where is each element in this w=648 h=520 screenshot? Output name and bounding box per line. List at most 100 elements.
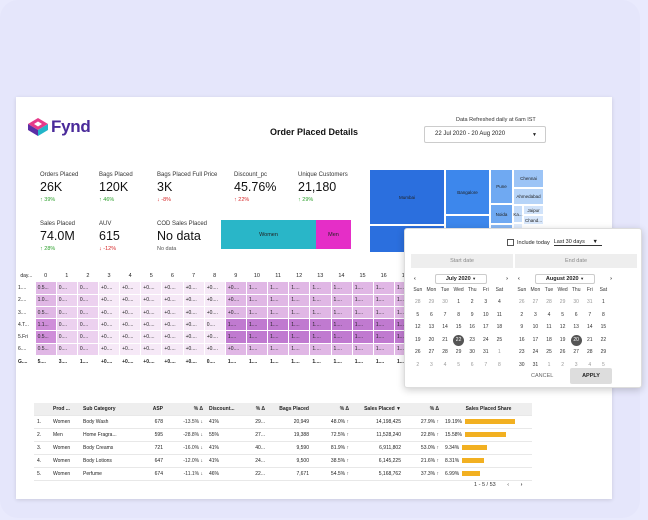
heatmap-column-header[interactable]: 8: [204, 270, 226, 283]
chevron-right-icon[interactable]: ›: [520, 482, 523, 488]
calendar-day[interactable]: 9: [515, 323, 529, 332]
column-header[interactable]: % Δ: [193, 406, 203, 412]
heatmap-column-header[interactable]: 2: [77, 270, 99, 283]
include-today-checkbox[interactable]: [507, 239, 514, 246]
table-row[interactable]: 1. Women Body Wash 678 -13.5% ↓ 41% 29... 20,94…: [34, 416, 532, 429]
column-header[interactable]: Sales Placed ▼: [364, 406, 401, 412]
apply-button[interactable]: APPLY: [570, 368, 612, 384]
calendar-day[interactable]: 28: [542, 298, 556, 307]
calendar-day[interactable]: 28: [411, 298, 425, 307]
calendar-day[interactable]: 2: [556, 361, 570, 370]
chevron-right-icon[interactable]: ›: [610, 276, 612, 282]
calendar-day[interactable]: 1: [597, 298, 611, 307]
calendar-day[interactable]: 1: [542, 361, 556, 370]
calendar-day[interactable]: 29: [452, 348, 466, 357]
calendar-day[interactable]: 13: [425, 323, 439, 332]
month-select[interactable]: August 2020 ▼: [534, 274, 596, 284]
calendar-day[interactable]: 6: [569, 311, 583, 320]
calendar-day[interactable]: 5: [556, 311, 570, 320]
calendar-day[interactable]: 21: [583, 336, 597, 345]
table-row[interactable]: 5. Women Perfume 674 -11.1% ↓ 46% 22... 7,671 54…: [34, 468, 532, 481]
heatmap-column-header[interactable]: 5: [141, 270, 163, 283]
calendar-day[interactable]: 21: [438, 336, 452, 345]
calendar-day[interactable]: 22: [452, 334, 466, 346]
heatmap-column-header[interactable]: 15: [352, 270, 374, 283]
calendar-day[interactable]: 13: [569, 323, 583, 332]
start-date-field[interactable]: Start date: [411, 254, 513, 268]
calendar-day[interactable]: 17: [479, 323, 493, 332]
treemap-mumbai[interactable]: Mumbai: [369, 169, 445, 225]
chevron-right-icon[interactable]: ›: [506, 276, 508, 282]
treemap-chandi[interactable]: Chand...: [523, 215, 544, 225]
calendar-day[interactable]: 19: [556, 336, 570, 345]
calendar-day[interactable]: 4: [493, 298, 507, 307]
calendar-day[interactable]: 16: [465, 323, 479, 332]
calendar-day[interactable]: 19: [411, 336, 425, 345]
heatmap-column-header[interactable]: 0: [35, 270, 57, 283]
calendar-day[interactable]: 3: [425, 361, 439, 370]
calendar-day[interactable]: 10: [479, 311, 493, 320]
calendar-day[interactable]: 2: [515, 311, 529, 320]
calendar-day[interactable]: 30: [438, 298, 452, 307]
calendar-day[interactable]: 26: [515, 298, 529, 307]
heatmap-column-header[interactable]: 13: [310, 270, 332, 283]
calendar-day[interactable]: 15: [597, 323, 611, 332]
treemap-pune[interactable]: Pune: [490, 169, 513, 204]
calendar-day[interactable]: 23: [465, 336, 479, 345]
calendar-day[interactable]: 9: [465, 311, 479, 320]
calendar-day[interactable]: 31: [479, 348, 493, 357]
calendar-day[interactable]: 24: [479, 336, 493, 345]
calendar-day[interactable]: 26: [556, 348, 570, 357]
cancel-button[interactable]: CANCEL: [531, 373, 554, 379]
calendar-day[interactable]: 6: [425, 311, 439, 320]
calendar-day[interactable]: 23: [515, 348, 529, 357]
end-date-field[interactable]: End date: [515, 254, 637, 268]
calendar-day[interactable]: 8: [493, 361, 507, 370]
calendar-day[interactable]: 25: [542, 348, 556, 357]
heatmap-column-header[interactable]: 11: [268, 270, 290, 283]
calendar-day[interactable]: 3: [569, 361, 583, 370]
heatmap-column-header[interactable]: 16: [373, 270, 395, 283]
calendar-day[interactable]: 3: [479, 298, 493, 307]
calendar-day[interactable]: 1: [452, 298, 466, 307]
calendar-day[interactable]: 7: [583, 311, 597, 320]
calendar-day[interactable]: 28: [438, 348, 452, 357]
calendar-day[interactable]: 7: [479, 361, 493, 370]
column-header[interactable]: % Δ: [255, 406, 265, 412]
calendar-day[interactable]: 27: [569, 348, 583, 357]
calendar-day[interactable]: 15: [452, 323, 466, 332]
heatmap-column-header[interactable]: 9: [225, 270, 247, 283]
calendar-day[interactable]: 24: [529, 348, 543, 357]
calendar-day[interactable]: 20: [425, 336, 439, 345]
calendar-day[interactable]: 5: [452, 361, 466, 370]
calendar-day[interactable]: 20: [569, 334, 583, 346]
table-row[interactable]: 4. Women Body Lotions 647 -12.0% ↓ 41% 24... 9,…: [34, 455, 532, 468]
calendar-day[interactable]: 29: [556, 298, 570, 307]
calendar-day[interactable]: 14: [438, 323, 452, 332]
column-header[interactable]: Bags Placed: [279, 406, 309, 412]
table-row[interactable]: 3. Women Body Creams 721 -16.0% ↓ 41% 40... 9,5…: [34, 442, 532, 455]
calendar-day[interactable]: 26: [411, 348, 425, 357]
calendar-day[interactable]: 4: [542, 311, 556, 320]
heatmap-column-header[interactable]: day...: [16, 270, 36, 283]
treemap-jaipur[interactable]: Jaipur: [523, 205, 544, 215]
calendar-day[interactable]: 31: [529, 361, 543, 370]
heatmap-column-header[interactable]: 10: [246, 270, 268, 283]
calendar-day[interactable]: 5: [597, 361, 611, 370]
selected-day[interactable]: 20: [570, 334, 582, 346]
calendar-day[interactable]: 27: [529, 298, 543, 307]
heatmap-column-header[interactable]: 12: [289, 270, 311, 283]
calendar-day[interactable]: 30: [569, 298, 583, 307]
gender-bar-men[interactable]: Men: [316, 220, 351, 249]
calendar-day[interactable]: 30: [465, 348, 479, 357]
calendar-day[interactable]: 2: [465, 298, 479, 307]
column-header[interactable]: ASP: [152, 406, 163, 412]
column-header[interactable]: Prod ...: [53, 406, 70, 412]
selected-day[interactable]: 22: [453, 334, 465, 346]
calendar-day[interactable]: 29: [425, 298, 439, 307]
calendar-day[interactable]: 17: [529, 336, 543, 345]
calendar-day[interactable]: 6: [465, 361, 479, 370]
calendar-day[interactable]: 30: [515, 361, 529, 370]
treemap-ahmedabad[interactable]: Ahmedabad: [513, 188, 544, 205]
heatmap-column-header[interactable]: 3: [99, 270, 121, 283]
